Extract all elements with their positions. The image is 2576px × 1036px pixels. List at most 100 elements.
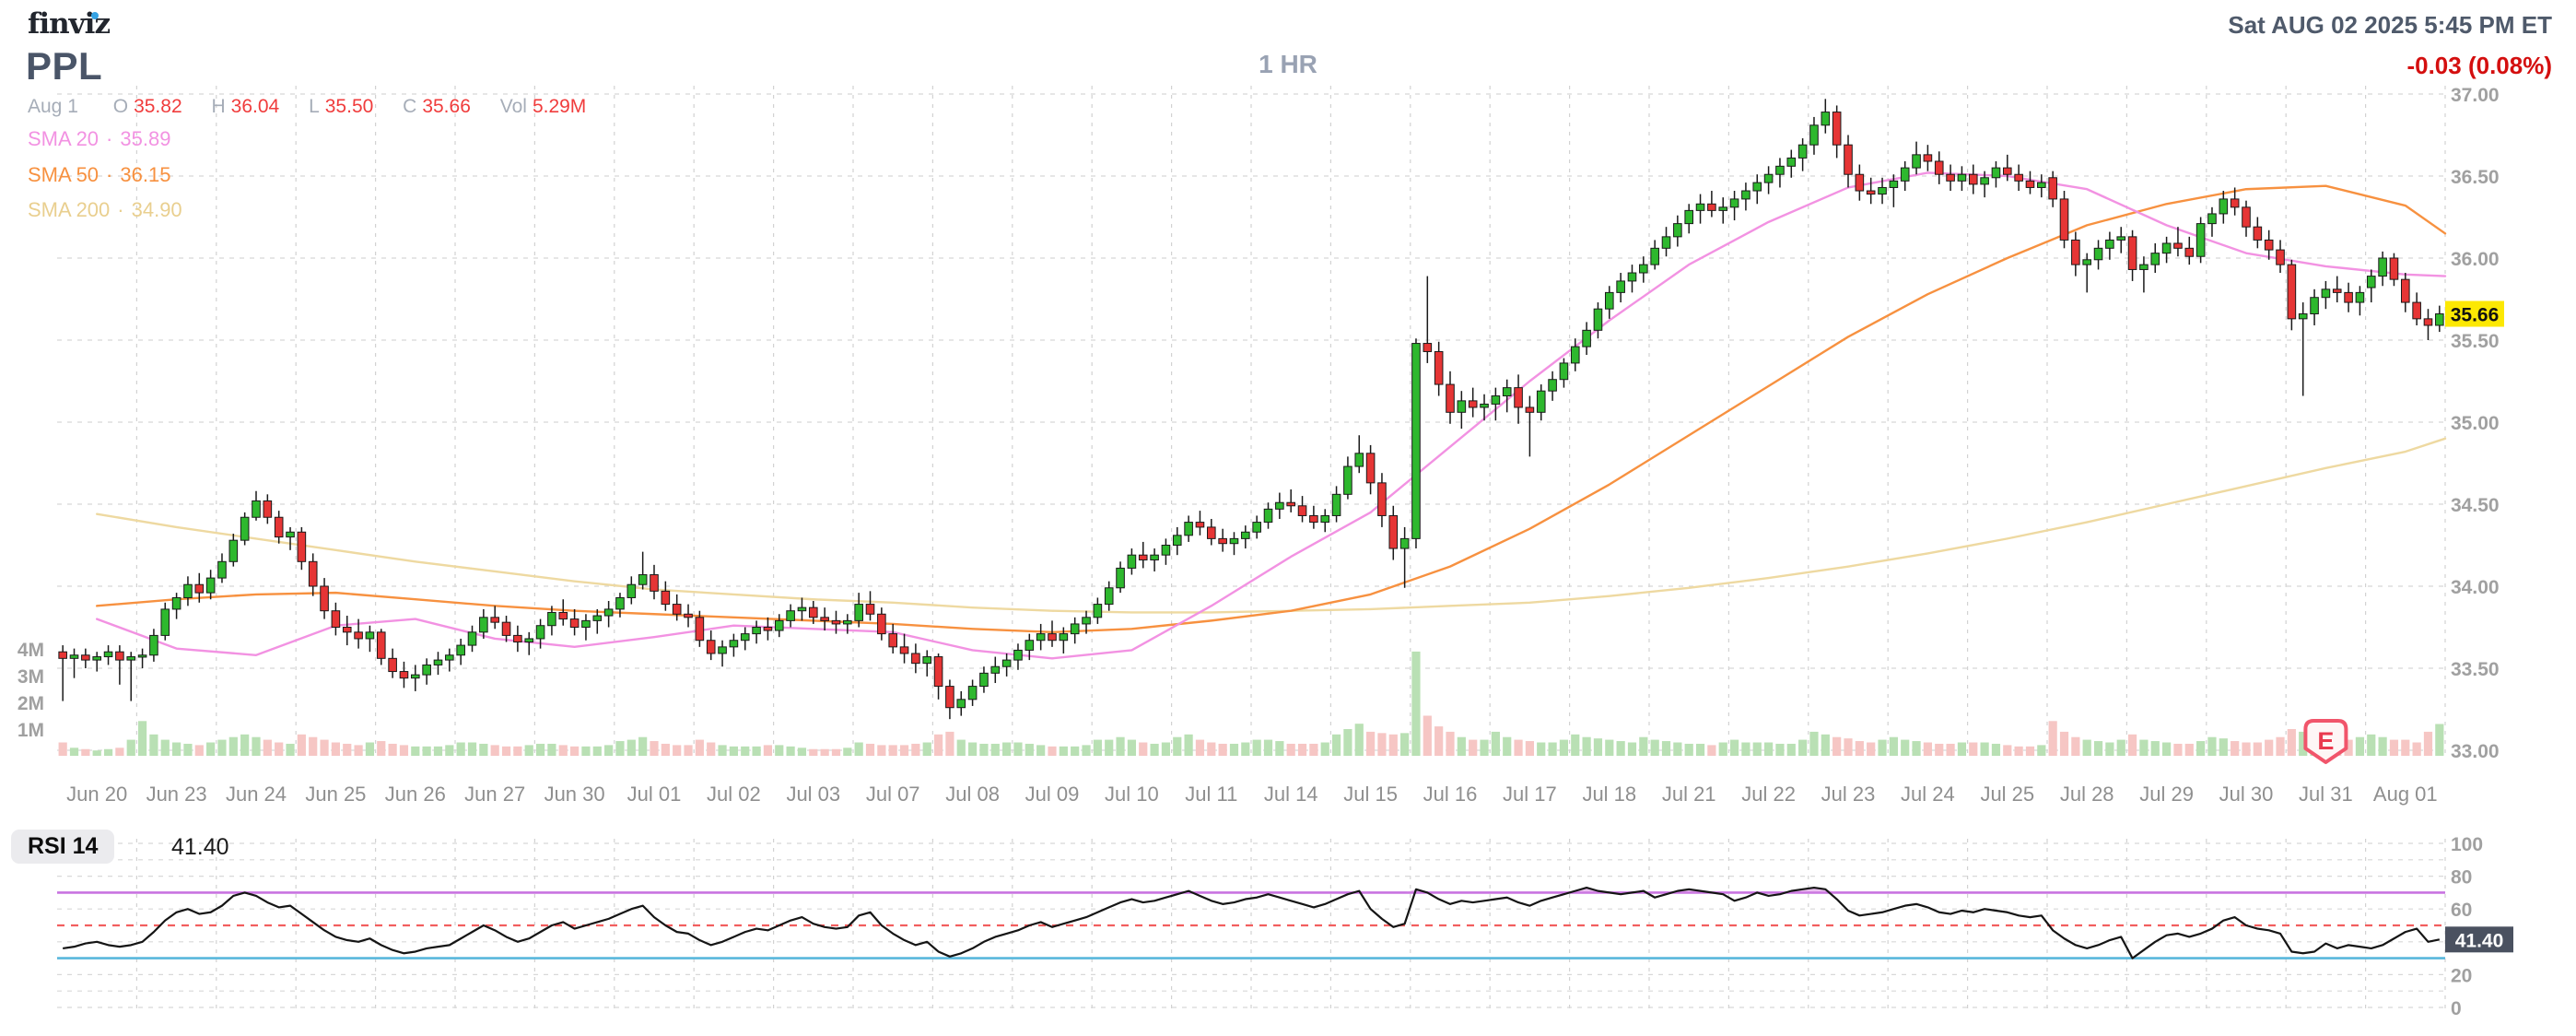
volume-bar	[535, 743, 545, 756]
candle-body	[1241, 531, 1250, 539]
candle-body	[2366, 276, 2376, 288]
volume-bar	[513, 746, 522, 756]
volume-bar	[1957, 742, 1967, 756]
date-label: Jul 29	[2139, 783, 2194, 806]
volume-bar	[479, 743, 488, 756]
candle-body	[240, 516, 250, 541]
candle-body	[1354, 453, 1364, 467]
volume-bar	[2207, 736, 2217, 756]
volume-bar	[1434, 726, 1444, 756]
candle-body	[411, 674, 420, 679]
price-axis-label: 35.50	[2451, 331, 2500, 352]
volume-bar	[558, 745, 568, 756]
low-value: 35.50	[324, 96, 374, 117]
volume-bar	[1514, 739, 1523, 756]
volume-bar	[1275, 741, 1284, 756]
sma50-label: SMA 50	[28, 163, 100, 186]
volume-bar	[786, 746, 795, 756]
volume-bar	[81, 748, 90, 756]
candle-body	[1365, 453, 1376, 484]
volume-bar	[1195, 739, 1205, 756]
finviz-logo-dot-icon	[91, 12, 99, 19]
volume-bar	[1832, 736, 1842, 756]
volume-bar	[1320, 742, 1329, 756]
candle-body	[149, 634, 158, 656]
price-axis-label: 34.00	[2451, 577, 2500, 598]
candle-body	[1001, 659, 1012, 667]
volume-bar	[956, 739, 966, 756]
candle-body	[752, 627, 761, 635]
candle-body	[650, 574, 659, 592]
volume-bar	[411, 746, 420, 756]
rsi-indicator-pill[interactable]: RSI 14	[11, 830, 115, 864]
candle-body	[1263, 508, 1273, 524]
volume-bar	[1946, 743, 1955, 756]
ohlc-row: Aug 1 O 35.82 H 36.04 L 35.50 C 35.66 Vol 5.2…	[28, 96, 586, 118]
candle-body	[1878, 186, 1887, 195]
volume-bar	[1400, 733, 1410, 756]
candle-body	[820, 617, 829, 621]
candle-body	[1605, 291, 1614, 310]
sma20-value: 35.89	[120, 127, 171, 150]
sma200-value: 34.90	[131, 198, 182, 221]
candle-body	[2173, 242, 2183, 249]
volume-bar	[1935, 743, 1944, 756]
candle-body	[365, 631, 375, 640]
candle-body	[331, 610, 341, 629]
sma200-line	[95, 437, 2447, 614]
candle-body	[274, 516, 284, 538]
candle-body	[2059, 198, 2069, 241]
candle-body	[2184, 247, 2195, 257]
candle-body	[2423, 318, 2433, 326]
candle-body	[297, 531, 307, 562]
volume-bar	[388, 743, 397, 756]
volume-bar	[2093, 741, 2103, 756]
candle-body	[1275, 501, 1284, 510]
candle-body	[2332, 288, 2342, 293]
volume-bar	[149, 734, 158, 756]
candle-body	[1446, 383, 1455, 413]
sma200-label: SMA 200	[28, 198, 111, 221]
volume-bar	[320, 739, 329, 756]
candle-body	[524, 638, 534, 643]
volume-bar	[2184, 743, 2194, 756]
candle-body	[1127, 554, 1137, 569]
candle-body	[854, 604, 863, 621]
sma50-value: 36.15	[120, 163, 171, 186]
candle-body	[2389, 257, 2399, 280]
volume-bar	[467, 742, 477, 756]
candle-body	[684, 613, 693, 618]
candle-body	[1729, 198, 1739, 208]
candle-body	[92, 656, 102, 661]
volume-bar	[1263, 739, 1273, 756]
candle-body	[490, 617, 500, 623]
volume-label: Vol	[499, 96, 527, 117]
candle-body	[2071, 239, 2080, 265]
volume-bar	[1616, 741, 1625, 756]
candle-body	[888, 633, 898, 648]
volume-bar	[1867, 742, 1876, 756]
volume-bar	[2105, 742, 2114, 756]
close-label: C	[403, 96, 417, 117]
volume-bar	[1912, 741, 1921, 756]
candle-body	[2298, 313, 2308, 320]
rsi-axis-label: 0	[2451, 998, 2462, 1019]
volume-bar	[194, 745, 204, 756]
candle-body	[1013, 649, 1023, 661]
candle-body	[1695, 203, 1705, 211]
candle-body	[558, 611, 568, 620]
volume-bar	[1559, 739, 1569, 756]
volume-bar	[968, 742, 978, 756]
volume-bar	[1878, 739, 1887, 756]
candle-body	[1036, 633, 1046, 642]
volume-bar	[137, 721, 147, 756]
candle-body	[2082, 259, 2091, 265]
volume-bar	[2037, 745, 2046, 756]
candle-body	[1502, 387, 1512, 397]
candle-body	[1946, 173, 1955, 182]
volume-bar	[945, 731, 954, 756]
candle-body	[217, 560, 227, 579]
volume-bar	[160, 739, 170, 756]
candle-body	[695, 617, 705, 642]
